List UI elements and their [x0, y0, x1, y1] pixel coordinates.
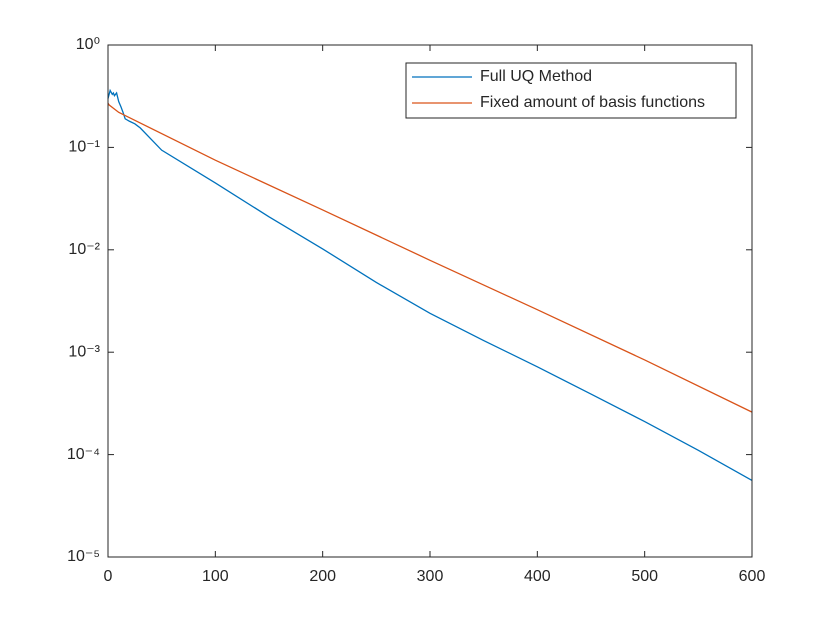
legend-box	[405, 62, 737, 119]
y-tick-label: 10⁻¹	[68, 139, 100, 156]
y-tick-label: 10⁻⁴	[67, 446, 100, 463]
axes-box	[107, 44, 753, 558]
y-tick-label: 10⁻⁵	[67, 548, 100, 565]
x-tick-label: 500	[631, 568, 658, 585]
x-tick-label: 0	[104, 568, 113, 585]
legend-label: Fixed amount of basis functions	[480, 94, 705, 111]
y-tick-label: 10⁻²	[68, 241, 100, 258]
x-tick-label: 100	[202, 568, 229, 585]
series-line	[107, 102, 753, 413]
x-tick-label: 400	[524, 568, 551, 585]
y-tick-label: 10⁻³	[68, 343, 100, 360]
y-tick-label: 10⁰	[76, 36, 100, 53]
x-tick-label: 200	[309, 568, 336, 585]
series-line	[107, 88, 753, 481]
x-tick-label: 600	[739, 568, 766, 585]
plot-area	[108, 45, 752, 557]
x-tick-label: 300	[417, 568, 444, 585]
legend-label: Full UQ Method	[480, 68, 592, 85]
